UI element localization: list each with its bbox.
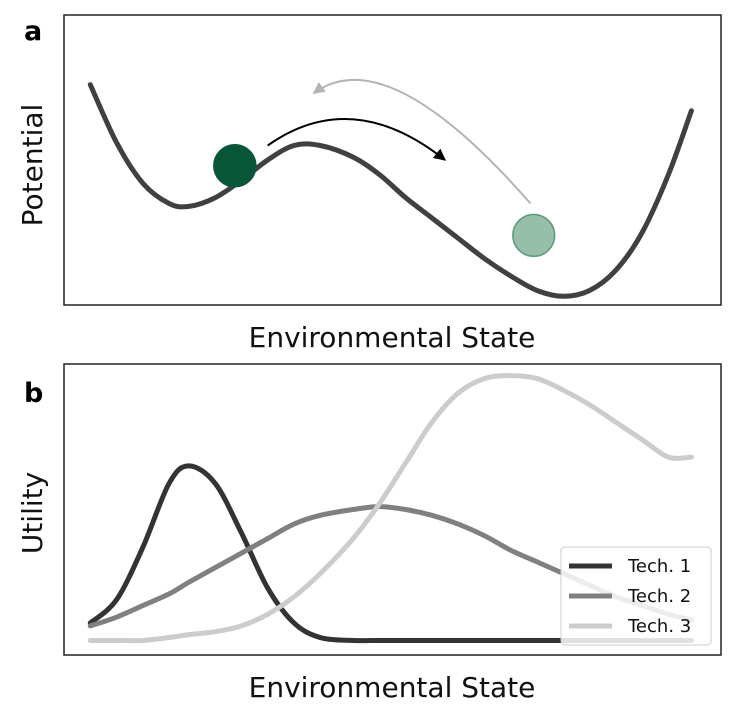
panel-b: b Environmental State Utility Tech. 1Tec… <box>16 363 722 704</box>
panel-b-legend: Tech. 1 Tech. 2 Tech. 3 <box>560 546 712 646</box>
panel-a-ball-marker-2 <box>512 213 556 258</box>
panel-a-frame <box>63 14 722 306</box>
panel-a-arrow-2 <box>312 78 532 205</box>
panel-a-ball-marker-1 <box>213 144 257 188</box>
panel-b-xlabel: Environmental State <box>249 671 536 704</box>
legend-label-3: Tech. 3 <box>627 616 691 637</box>
legend-label-2: Tech. 2 <box>627 586 691 607</box>
panel-b-series-3-line <box>87 373 694 644</box>
panel-a-plot-area <box>87 78 694 299</box>
panel-b-frame <box>63 363 722 656</box>
panel-b-letter: b <box>24 378 43 409</box>
panel-a: a Environmental State Potential <box>16 14 722 354</box>
panel-b-ylabel: Utility <box>16 472 49 554</box>
panel-a-xlabel: Environmental State <box>249 321 536 354</box>
panel-a-letter: a <box>24 16 42 47</box>
legend-frame <box>560 546 712 646</box>
panel-a-series-1-line <box>87 82 694 299</box>
legend-label-1: Tech. 1 <box>627 556 691 577</box>
panel-a-arrow-1 <box>267 118 447 161</box>
panel-a-ylabel: Potential <box>16 104 49 227</box>
